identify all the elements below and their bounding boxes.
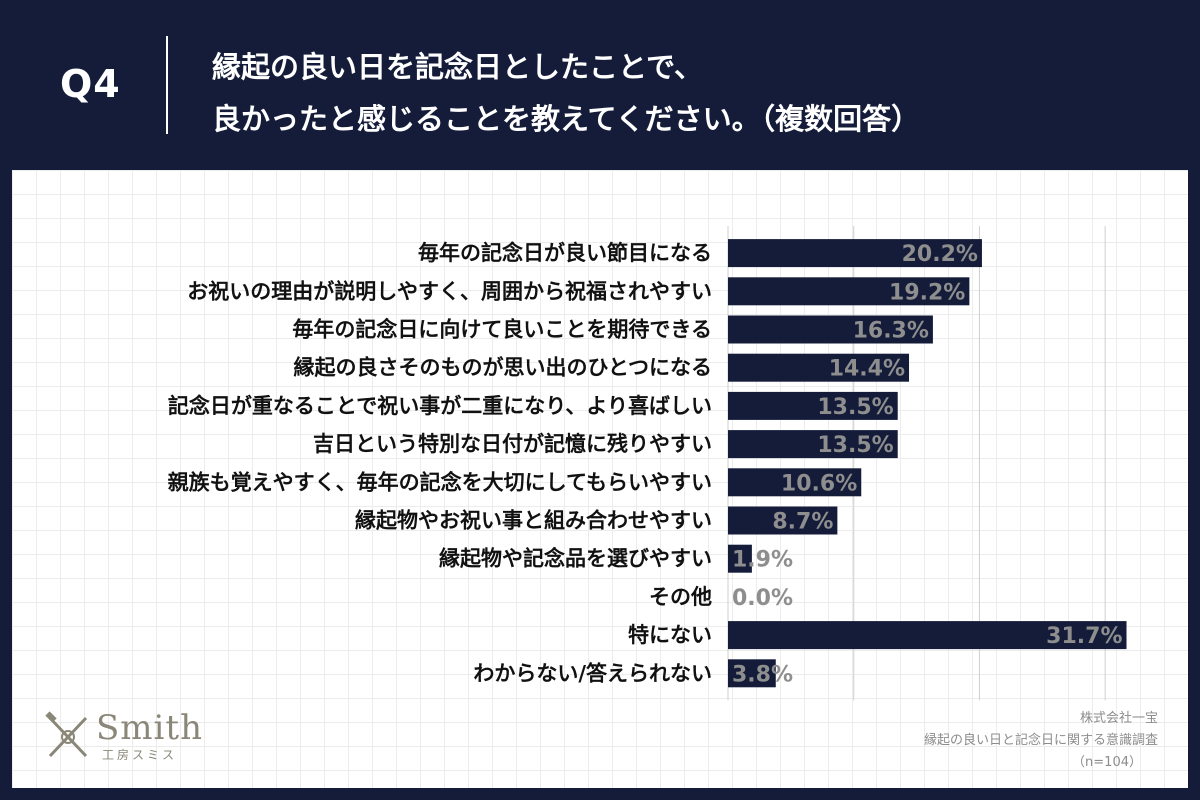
- value-label: 19.2%: [889, 280, 965, 305]
- logo-name: Smith: [96, 708, 203, 748]
- crossed-tools-icon: [45, 711, 88, 758]
- category-label: その他: [649, 585, 712, 609]
- value-label: 20.2%: [902, 242, 978, 267]
- category-label: 毎年の記念日に向けて良いことを期待できる: [292, 318, 712, 342]
- chart-panel: 毎年の記念日が良い節目になる 20.2% お祝いの理由が説明しやすく、周囲から祝福さ…: [12, 170, 1188, 788]
- category-label: 縁起の良さそのものが思い出のひとつになる: [293, 356, 712, 380]
- source-company: 株式会社一宝: [1079, 711, 1158, 726]
- question-number: Q4: [60, 62, 121, 106]
- bar: [728, 506, 838, 535]
- value-label: 10.6%: [781, 471, 857, 496]
- logo-subtitle: 工房スミス: [102, 748, 178, 762]
- question-text-line2: 良かったと感じることを教えてください。（複数回答）: [212, 102, 921, 136]
- category-label: 縁起物や記念品を選びやすい: [439, 547, 712, 571]
- category-label: 縁起物やお祝い事と組み合わせやすい: [355, 509, 712, 533]
- bar: [728, 659, 776, 688]
- bar-chart: 毎年の記念日が良い節目になる 20.2% お祝いの理由が説明しやすく、周囲から祝福さ…: [168, 226, 1127, 701]
- bar: [728, 621, 1127, 650]
- bar: [728, 353, 910, 382]
- bar: [728, 391, 898, 420]
- question-text-line1: 縁起の良い日を記念日としたことで、: [212, 50, 703, 84]
- category-label: 親族も覚えやすく、毎年の記念を大切にしてもらいやすい: [168, 470, 712, 494]
- value-label: 3.8%: [732, 662, 793, 687]
- value-label: 13.5%: [817, 395, 893, 420]
- header-divider: [166, 36, 168, 134]
- bar: [728, 430, 898, 459]
- bar: [728, 315, 933, 344]
- value-label: 31.7%: [1046, 624, 1122, 649]
- category-label: お祝いの理由が説明しやすく、周囲から祝福されやすい: [187, 279, 712, 303]
- value-label: 14.4%: [829, 357, 905, 382]
- logo: Smith 工房スミス: [44, 708, 234, 768]
- bar: [728, 239, 982, 268]
- category-label: わからない/答えられない: [473, 661, 712, 685]
- source-note: 株式会社一宝 縁起の良い日と記念日に関する意識調査 （n=104）: [924, 708, 1158, 774]
- source-sample-size: （n=104）: [1072, 755, 1142, 770]
- value-label: 16.3%: [853, 319, 929, 344]
- bar: [728, 468, 862, 497]
- value-label: 0.0%: [732, 586, 793, 611]
- category-label: 特にない: [628, 623, 712, 647]
- bar: [728, 277, 970, 306]
- value-label: 8.7%: [772, 510, 833, 535]
- category-label: 吉日という特別な日付が記憶に残りやすい: [313, 432, 712, 456]
- category-label: 毎年の記念日が良い節目になる: [418, 241, 712, 265]
- category-label: 記念日が重なることで祝い事が二重になり、より喜ばしい: [168, 394, 712, 418]
- source-survey: 縁起の良い日と記念日に関する意識調査: [923, 733, 1158, 748]
- header: Q4 縁起の良い日を記念日としたことで、 良かったと感じることを教えてください。…: [0, 0, 1200, 170]
- value-label: 1.9%: [732, 548, 793, 573]
- bar: [728, 544, 752, 573]
- value-label: 13.5%: [817, 433, 893, 458]
